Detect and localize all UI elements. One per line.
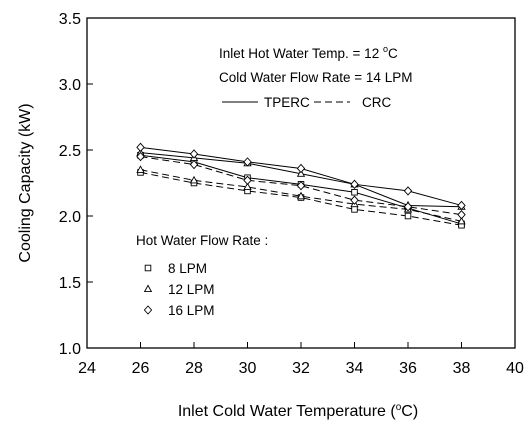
y-tick-label: 3.5 bbox=[59, 11, 81, 28]
y-axis-title: Cooling Capacity (kW) bbox=[17, 103, 34, 262]
data-point-triangle bbox=[457, 216, 466, 225]
data-point-triangle bbox=[296, 169, 306, 177]
marker-legend-label: 16 LPM bbox=[168, 303, 215, 318]
x-tick-label: 30 bbox=[239, 360, 257, 377]
data-point-square bbox=[404, 212, 412, 220]
data-point-triangle bbox=[296, 191, 306, 200]
data-point-square bbox=[351, 188, 358, 196]
data-point-diamond bbox=[243, 175, 252, 186]
marker-legend-title: Hot Water Flow Rate : bbox=[136, 233, 268, 248]
data-point-diamond bbox=[136, 142, 145, 153]
data-point-triangle bbox=[243, 182, 252, 191]
x-tick-label: 28 bbox=[185, 360, 203, 377]
data-point-diamond bbox=[189, 159, 199, 170]
x-tick-label: 36 bbox=[399, 360, 417, 377]
y-tick-label: 3.0 bbox=[59, 77, 81, 94]
annotation-inlet-hot-water: Inlet Hot Water Temp. = 12 oC bbox=[219, 44, 398, 61]
x-tick-label: 26 bbox=[132, 360, 150, 377]
data-point-diamond bbox=[403, 202, 413, 212]
annotation-cold-water-flow: Cold Water Flow Rate = 14 LPM bbox=[219, 70, 412, 85]
data-point-diamond bbox=[243, 157, 252, 167]
x-tick-label: 32 bbox=[292, 360, 310, 377]
y-tick-label: 1.0 bbox=[59, 341, 81, 358]
data-point-diamond bbox=[350, 195, 359, 205]
data-point-diamond bbox=[350, 179, 359, 189]
axis-ticks: 24 26 28 30 32 34 36 38 40 1.0 1.5 2.0 2.5 3.0 3.5 bbox=[59, 11, 524, 377]
legend-marker-square bbox=[144, 264, 152, 272]
y-tick-label: 2.5 bbox=[59, 143, 81, 160]
legend-dashed-label: CRC bbox=[362, 95, 391, 110]
data-point-diamond bbox=[296, 163, 306, 174]
x-tick-label: 40 bbox=[506, 360, 524, 377]
marker-legend-label: 12 LPM bbox=[168, 282, 215, 297]
data-point-triangle bbox=[136, 165, 145, 173]
marker-legend: 8 LPM 12 LPM 16 LPM bbox=[143, 261, 215, 318]
data-markers bbox=[136, 142, 466, 229]
x-tick-label: 24 bbox=[78, 360, 96, 377]
x-tick-label: 38 bbox=[453, 360, 471, 377]
data-point-diamond bbox=[189, 149, 199, 159]
legend-solid-label: TPERC bbox=[264, 95, 310, 110]
x-tick-label: 34 bbox=[346, 360, 364, 377]
marker-legend-label: 8 LPM bbox=[168, 261, 207, 276]
legend-marker-triangle bbox=[143, 284, 153, 293]
data-point-diamond bbox=[296, 180, 306, 191]
y-tick-label: 1.5 bbox=[59, 275, 81, 292]
data-point-diamond bbox=[457, 210, 466, 220]
data-point-triangle bbox=[189, 175, 199, 184]
data-point-square bbox=[351, 206, 358, 213]
legend-marker-diamond bbox=[143, 305, 153, 315]
x-axis-title: Inlet Cold Water Temperature (oC) bbox=[178, 402, 418, 420]
data-point-diamond bbox=[403, 186, 413, 196]
data-point-diamond bbox=[457, 200, 466, 211]
y-tick-label: 2.0 bbox=[59, 209, 81, 226]
data-point-diamond bbox=[136, 151, 145, 162]
